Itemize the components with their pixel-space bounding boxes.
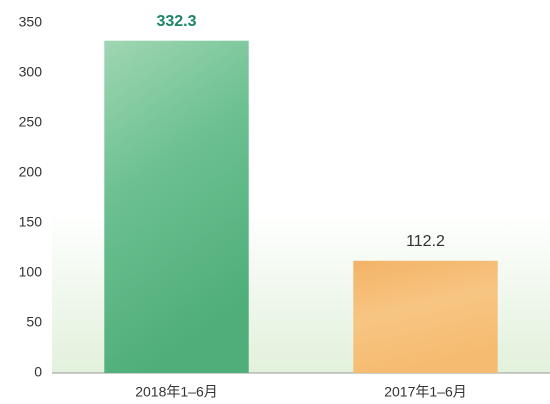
y-tick-label: 200 [19, 164, 43, 180]
value-label: 332.3 [156, 13, 196, 30]
y-tick-label: 0 [34, 364, 42, 380]
x-tick-label: 2017年1–6月 [384, 384, 467, 400]
bar [353, 260, 498, 373]
y-tick-label: 350 [19, 14, 43, 30]
bar [104, 40, 249, 373]
y-tick-label: 150 [19, 214, 43, 230]
y-tick-label: 300 [19, 64, 43, 80]
y-tick-label: 50 [26, 314, 42, 330]
y-tick-label: 100 [19, 264, 43, 280]
value-label: 112.2 [406, 233, 445, 250]
y-tick-label: 250 [19, 114, 43, 130]
x-tick-label: 2018年1–6月 [135, 384, 218, 400]
